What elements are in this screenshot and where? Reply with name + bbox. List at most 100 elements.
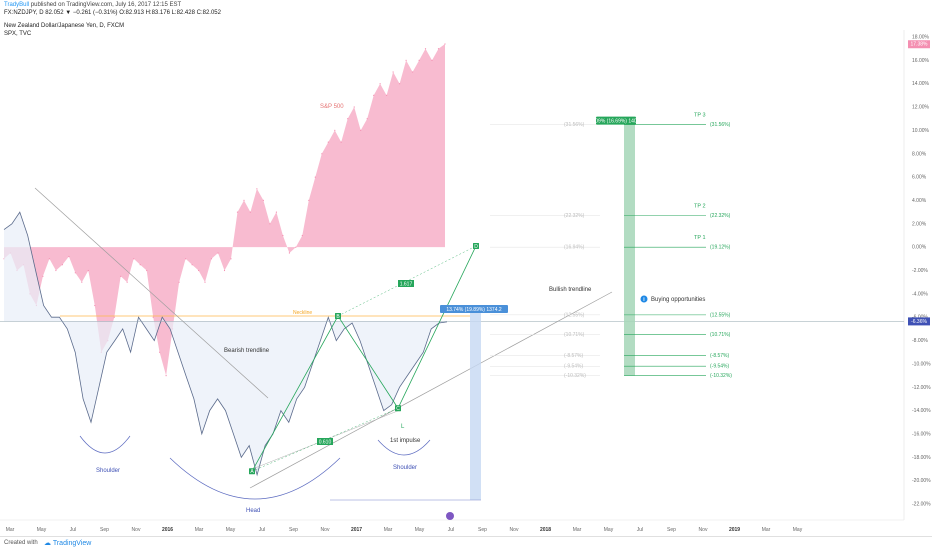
y-tick-label: -8.00% [912, 338, 928, 344]
spx-point [140, 264, 141, 265]
x-tick-label: Sep [100, 527, 109, 533]
y-tick-label: -2.00% [912, 268, 928, 274]
blue-box-label: 13.74% (19.89%) 1374.2 [446, 307, 502, 313]
y-axis: 18.00% 16.00% 14.00% 12.00% 10.00% 8.00% 6.00%… [904, 30, 931, 520]
x-tick-label: 2018 [540, 527, 551, 533]
x-tick-label: Mar [573, 527, 582, 533]
chart-title: New Zealand Dollar/Japanese Yen, D, FXCM [4, 22, 124, 30]
spx-point [192, 264, 193, 265]
footer: Created with ☁ TradingView [0, 536, 932, 551]
spx-point [237, 212, 238, 213]
x-tick-label: Jul [259, 527, 265, 533]
x-tick-label: Jul [70, 527, 76, 533]
spx-point [166, 375, 167, 376]
spx-point [406, 60, 407, 61]
spx-point [55, 270, 56, 271]
spx-point [211, 258, 212, 259]
spx-point [315, 177, 316, 178]
spx-point [120, 276, 121, 277]
y-tick-label: -4.00% [912, 291, 928, 297]
spx-point [179, 282, 180, 283]
x-axis: Mar May Jul Sep Nov 2016 Mar May Jul Sep Nov 2017 Ma… [0, 520, 904, 533]
spx-point [386, 95, 387, 96]
symbol-line: FX:NZDJPY, D 82.052 ▼ −0.261 (−0.31%) O:… [4, 9, 221, 17]
spx-last-value: 17.38% [911, 42, 929, 48]
overlay: Neckline A B C D 1.617 0.610 S&P 500 Bearish tre… [0, 40, 930, 520]
spx-point [94, 305, 95, 306]
spx-point [380, 83, 381, 84]
x-tick-label: 2019 [729, 527, 740, 533]
spx-point [217, 252, 218, 253]
tradingview-logo[interactable]: ☁ TradingView [44, 539, 91, 547]
spx-point [419, 60, 420, 61]
green-box-label: 14.09% (16.69%) 1409.0 [588, 119, 644, 125]
spx-point [295, 247, 296, 248]
chart-subtitle: SPX, TVC [4, 30, 124, 38]
target-label: TP 2 [694, 204, 706, 210]
spx-point [256, 188, 257, 189]
spx-point [431, 60, 432, 61]
x-tick-label: Nov [510, 527, 519, 533]
target-label: TP 1 [694, 235, 706, 241]
spx-point [75, 272, 76, 273]
blue-projection-box [470, 312, 481, 500]
spx-point [347, 118, 348, 119]
spx-point [444, 43, 445, 44]
fib-level-label: (22.32%) [564, 213, 585, 219]
spx-point [159, 352, 160, 353]
x-tick-label: Nov [321, 527, 330, 533]
y-tick-label: -16.00% [912, 431, 931, 437]
bearish-trendline [35, 188, 268, 398]
target-label: TP 3 [694, 113, 706, 119]
spx-point [302, 235, 303, 236]
spx-point [127, 282, 128, 283]
x-tick-label: Mar [195, 527, 204, 533]
spx-point [204, 282, 205, 283]
x-tick-label: May [37, 527, 47, 533]
spx-point [62, 264, 63, 265]
x-tick-label: Sep [667, 527, 676, 533]
spx-point [367, 118, 368, 119]
spx-point [243, 200, 244, 201]
spx-point [308, 200, 309, 201]
spx-point [49, 258, 50, 259]
target-value-label: (-9.54%) [710, 364, 730, 370]
published-text: published on TradingView.com, July 16, 2… [31, 2, 181, 8]
pattern-point-label: C [396, 406, 400, 412]
ratio-label: 1.617 [400, 282, 413, 288]
spx-point [399, 83, 400, 84]
x-tick-label: Mar [384, 527, 393, 533]
x-tick-label: Jul [637, 527, 643, 533]
spx-point [360, 130, 361, 131]
event-icon [446, 512, 454, 520]
target-value-label: (31.56%) [710, 122, 731, 128]
y-tick-label: -20.00% [912, 478, 931, 484]
spx-point [198, 270, 199, 271]
fib-level-label: (-10.32%) [564, 373, 586, 379]
spx-point [81, 282, 82, 283]
bullish-trendline-label: Bullish trendline [549, 287, 592, 293]
spx-point [425, 48, 426, 49]
spx-point [88, 270, 89, 271]
spx-point [68, 256, 69, 257]
author-link[interactable]: TradyBull [4, 2, 29, 8]
impulse-label: 1st impulse [390, 438, 421, 444]
price-last-value: -6.36% [911, 319, 927, 325]
spx-point [133, 258, 134, 259]
y-tick-label: 14.00% [912, 81, 930, 87]
left-shoulder-label: Shoulder [96, 468, 120, 474]
x-tick-label: Nov [132, 527, 141, 533]
spx-point [224, 270, 225, 271]
spx-point [412, 71, 413, 72]
x-tick-label: May [604, 527, 614, 533]
target-value-label: (-8.57%) [710, 353, 730, 359]
spx-point [114, 317, 115, 318]
y-tick-label: 18.00% [912, 35, 930, 41]
spx-point [42, 276, 43, 277]
spx-point [276, 212, 277, 213]
fib-level-label: (-8.57%) [564, 353, 584, 359]
y-tick-label: 16.00% [912, 58, 930, 64]
tradingview-brand: TradingView [53, 540, 92, 547]
y-tick-label: 4.00% [912, 198, 927, 204]
l-label: L [401, 424, 405, 430]
